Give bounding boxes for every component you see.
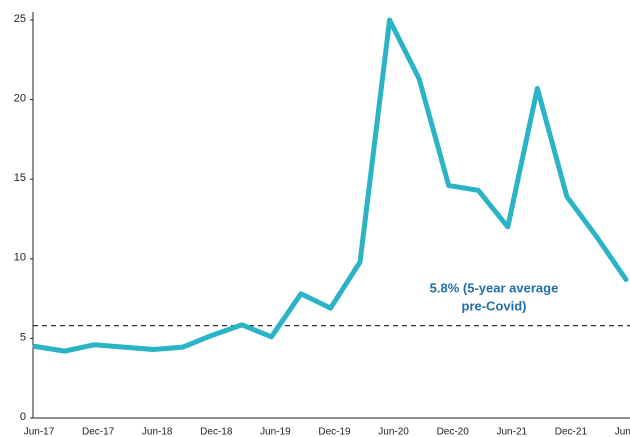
x-tick-label: Jun-17 xyxy=(24,427,55,437)
x-tick-label: Jun-22 xyxy=(615,427,630,437)
y-tick-label: 5 xyxy=(20,331,26,343)
x-tick-label: Jun-20 xyxy=(378,427,409,437)
x-tick-label: Dec-19 xyxy=(318,427,351,437)
x-tick-label: Dec-17 xyxy=(82,427,115,437)
x-tick-label: Jun-18 xyxy=(142,427,173,437)
x-tick-label: Jun-21 xyxy=(497,427,528,437)
x-tick-label: Dec-18 xyxy=(200,427,233,437)
x-tick-label: Dec-21 xyxy=(555,427,588,437)
annotation: pre-Covid) xyxy=(462,298,527,313)
y-tick-label: 0 xyxy=(20,411,26,423)
x-tick-label: Jun-19 xyxy=(260,427,291,437)
y-tick-label: 15 xyxy=(14,172,26,184)
x-tick-label: Dec-20 xyxy=(437,427,470,437)
line-series xyxy=(32,17,629,354)
annotation: 5.8% (5-year average xyxy=(430,280,559,295)
y-tick-label: 10 xyxy=(14,252,26,264)
y-tick-label: 25 xyxy=(14,13,26,25)
y-tick-label: 20 xyxy=(14,92,26,104)
